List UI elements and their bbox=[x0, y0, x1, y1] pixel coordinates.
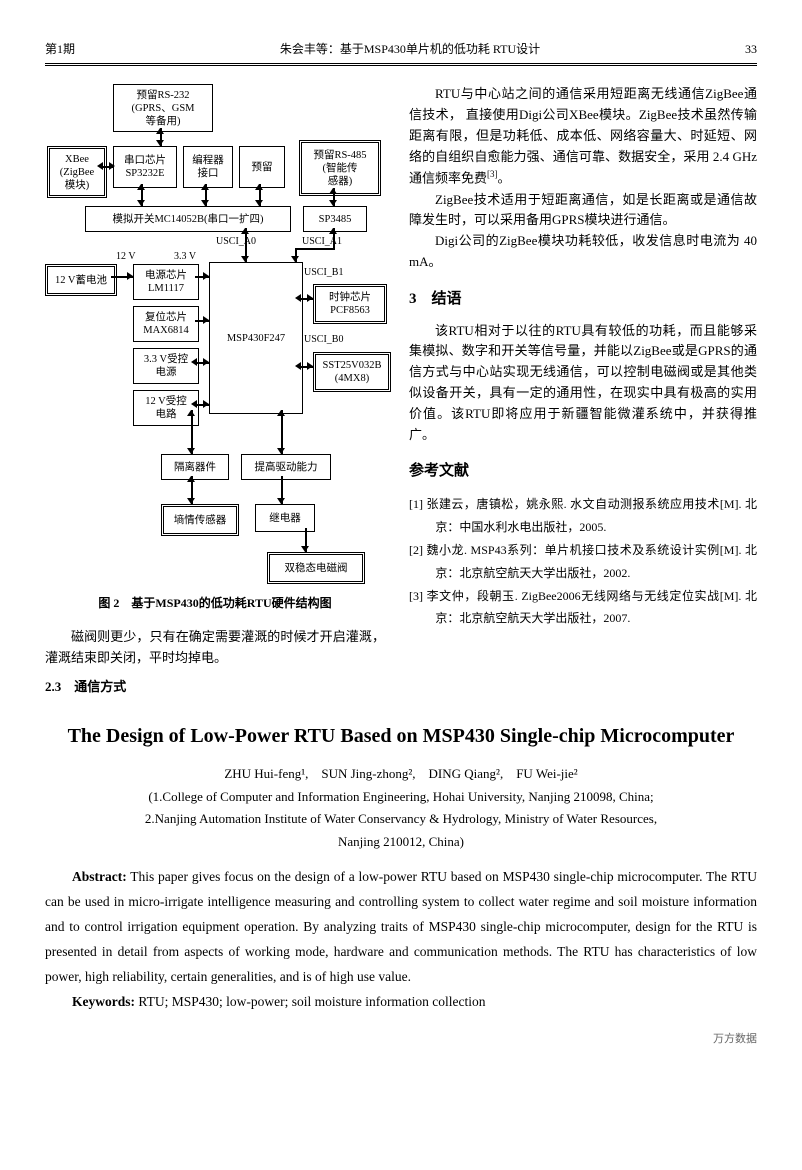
header-title: 朱会丰等：基于MSP430单片机的低功耗 RTU设计 bbox=[280, 40, 540, 59]
box-sst: SST25V032B(4MX8) bbox=[313, 352, 391, 392]
figure-caption: 图 2 基于MSP430的低功耗RTU硬件结构图 bbox=[45, 594, 385, 613]
right-para-3: Digi公司的ZigBee模块功耗较低，收发信息时电流为 40 mA。 bbox=[409, 231, 757, 273]
heading-2-3: 2.3 通信方式 bbox=[45, 677, 385, 698]
citation-3: [3] bbox=[487, 169, 498, 179]
keywords-label: Keywords: bbox=[72, 994, 135, 1009]
heading-references: 参考文献 bbox=[409, 459, 757, 483]
right-para-2: ZigBee技术适用于短距离通信，如是长距离或是通信故障发生时，可以采用备用GP… bbox=[409, 190, 757, 232]
box-sp3232: 串口芯片SP3232E bbox=[113, 146, 177, 188]
box-mcu: MSP430F247 bbox=[209, 262, 303, 414]
box-battery: 12 V蓄电池 bbox=[45, 264, 117, 296]
label-12v: 12 V bbox=[115, 251, 137, 264]
left-para-1: 磁阀则更少，只有在确定需要灌溉的时候才开启灌溉，灌溉结束即关闭，平时均掉电。 bbox=[45, 627, 385, 669]
right-column: RTU与中心站之间的通信采用短距离无线通信ZigBee通信技术， 直接使用Dig… bbox=[409, 84, 757, 702]
page-header: 第1期 朱会丰等：基于MSP430单片机的低功耗 RTU设计 33 bbox=[45, 40, 757, 66]
box-pwr12: 12 V受控电路 bbox=[133, 390, 199, 426]
two-column-layout: 预留RS-232(GPRS、GSM等备用) XBee(ZigBee模块) 串口芯… bbox=[45, 84, 757, 702]
box-max6814: 复位芯片MAX6814 bbox=[133, 306, 199, 342]
box-sensor: 墒情传感器 bbox=[161, 504, 239, 536]
abstract-label: Abstract: bbox=[72, 869, 127, 884]
reference-2: [2] 魏小龙. MSP43系列：单片机接口技术及系统设计实例[M]. 北京：北… bbox=[409, 539, 757, 585]
header-issue: 第1期 bbox=[45, 40, 75, 59]
box-valve: 双稳态电磁阀 bbox=[267, 552, 365, 584]
box-iso: 隔离器件 bbox=[161, 454, 229, 480]
box-rs232: 预留RS-232(GPRS、GSM等备用) bbox=[113, 84, 213, 132]
heading-3: 3 结语 bbox=[409, 287, 757, 311]
box-rs485: 预留RS-485(智能传感器) bbox=[299, 140, 381, 196]
label-usci-a1: USCI_A1 bbox=[301, 236, 343, 249]
box-pcf8563: 时钟芯片PCF8563 bbox=[313, 284, 387, 324]
box-reserve: 预留 bbox=[239, 146, 285, 188]
box-xbee: XBee(ZigBee模块) bbox=[47, 146, 107, 198]
label-33v: 3.3 V bbox=[173, 251, 197, 264]
header-page: 33 bbox=[745, 40, 757, 59]
label-usci-b0: USCI_B0 bbox=[303, 334, 344, 347]
english-authors: ZHU Hui-feng¹, SUN Jing-zhong², DING Qia… bbox=[45, 764, 757, 785]
box-prog: 编程器接口 bbox=[183, 146, 233, 188]
hardware-diagram: 预留RS-232(GPRS、GSM等备用) XBee(ZigBee模块) 串口芯… bbox=[45, 84, 385, 584]
english-affil-1: (1.College of Computer and Information E… bbox=[45, 787, 757, 808]
label-usci-b1: USCI_B1 bbox=[303, 267, 344, 280]
english-abstract: Abstract: This paper gives focus on the … bbox=[45, 865, 757, 1015]
box-lm1117: 电源芯片LM1117 bbox=[133, 264, 199, 300]
reference-1: [1] 张建云，唐镇松，姚永熙. 水文自动测报系统应用技术[M]. 北京：中国水… bbox=[409, 493, 757, 539]
box-mc14052: 模拟开关MC14052B(串口一扩四) bbox=[85, 206, 291, 232]
english-title: The Design of Low-Power RTU Based on MSP… bbox=[45, 720, 757, 752]
english-affil-2: 2.Nanjing Automation Institute of Water … bbox=[45, 809, 757, 830]
box-pwr33: 3.3 V受控电源 bbox=[133, 348, 199, 384]
box-drv: 提高驱动能力 bbox=[241, 454, 331, 480]
reference-3: [3] 李文仲，段朝玉. ZigBee2006无线网络与无线定位实战[M]. 北… bbox=[409, 585, 757, 631]
right-para-4: 该RTU相对于以往的RTU具有较低的功耗，而且能够采集模拟、数字和开关等信号量，… bbox=[409, 321, 757, 446]
right-para-1: RTU与中心站之间的通信采用短距离无线通信ZigBee通信技术， 直接使用Dig… bbox=[409, 84, 757, 189]
footer-source: 万方数据 bbox=[45, 1031, 757, 1049]
left-column: 预留RS-232(GPRS、GSM等备用) XBee(ZigBee模块) 串口芯… bbox=[45, 84, 385, 702]
english-affil-3: Nanjing 210012, China) bbox=[45, 832, 757, 853]
label-usci-a0: USCI_A0 bbox=[215, 236, 257, 249]
